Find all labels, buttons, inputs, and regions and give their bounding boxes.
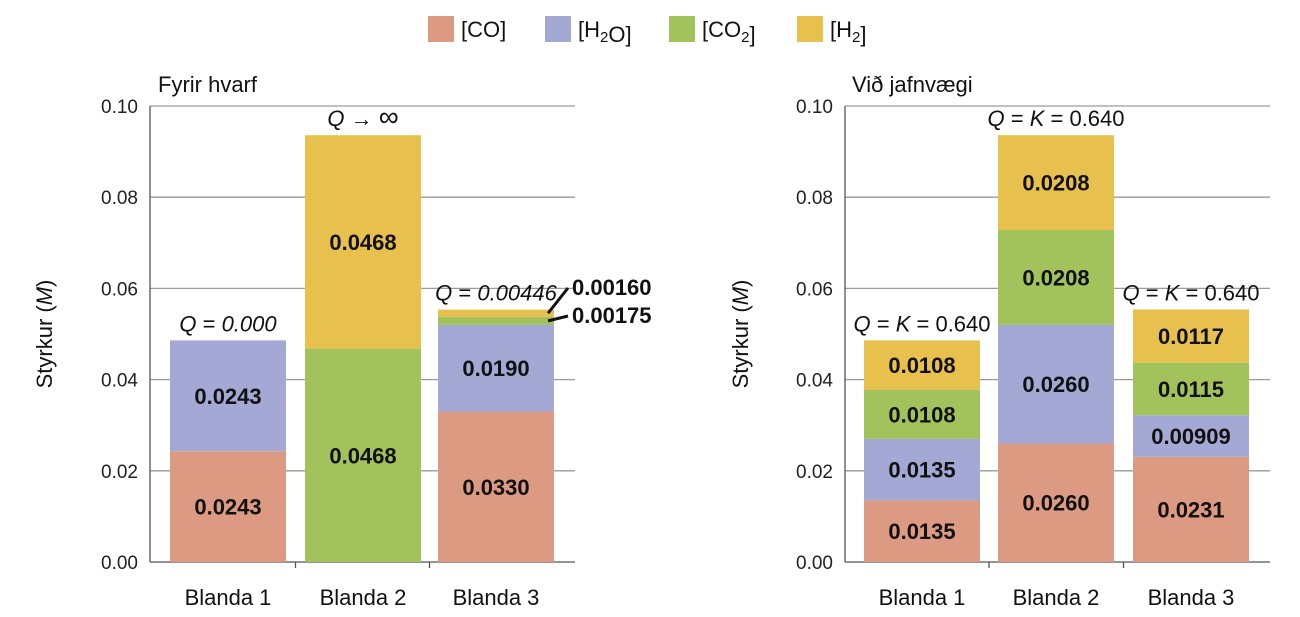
data-label-h2o: 0.0135	[888, 458, 955, 483]
bar-segment-h2o	[998, 324, 1114, 444]
data-label-co: 0.0243	[194, 495, 261, 520]
data-label-co2: 0.0468	[329, 443, 396, 468]
data-label-h2: 0.0468	[329, 230, 396, 255]
data-label-co2: 0.0108	[888, 402, 955, 427]
data-label-co2: 0.00175	[572, 303, 652, 328]
y-tick-label: 0.08	[101, 188, 138, 209]
y-tick-label: 0.06	[796, 279, 833, 300]
legend-swatch-co	[428, 16, 454, 42]
legend-swatch-h2	[797, 16, 823, 42]
q-label: Q = K = 0.640	[853, 311, 990, 336]
legend-label-co2: [CO2]	[702, 17, 756, 47]
y-tick-label: 0.04	[796, 371, 833, 392]
chart-panel-before-reaction: 0.00 0.02 0.04 0.06 0.08 0.10 Styrkur (M) Fyrir…	[32, 72, 652, 610]
data-label-h2o: 0.0243	[194, 384, 261, 409]
data-label-h2: 0.0108	[888, 353, 955, 378]
bar-segment-co	[998, 443, 1114, 562]
data-label-co: 0.0135	[888, 519, 955, 544]
callout-line	[546, 287, 570, 315]
category-label: Blanda 1	[185, 585, 272, 610]
y-axis-label: Styrkur (M)	[728, 280, 753, 389]
y-axis-label: Styrkur (M)	[32, 280, 57, 389]
bar-segment-co2	[864, 389, 980, 439]
callout-line	[547, 314, 569, 323]
data-label-co: 0.0260	[1022, 491, 1089, 516]
category-label: Blanda 3	[1148, 585, 1235, 610]
legend-label-co: [CO]	[461, 17, 506, 42]
bar-segment-co	[1133, 456, 1249, 562]
data-label-co: 0.0330	[462, 475, 529, 500]
data-label-h2: 0.0208	[1022, 171, 1089, 196]
panel-title: Við jafnvægi	[852, 72, 973, 97]
q-label: Q = K = 0.640	[1122, 280, 1259, 305]
bar-segment-co	[864, 500, 980, 562]
data-label-co2: 0.0208	[1022, 265, 1089, 290]
data-label-co: 0.0231	[1157, 497, 1224, 522]
bar-segment-h2	[1133, 309, 1249, 363]
category-label: Blanda 3	[453, 585, 540, 610]
legend-item-h2: [H2]	[797, 16, 866, 47]
bar-segment-co2	[305, 348, 421, 562]
bar-segment-h2o	[438, 324, 554, 412]
y-tick-label: 0.02	[101, 462, 138, 483]
bar-segment-co	[438, 411, 554, 562]
legend-label-h2: [H2]	[830, 17, 866, 47]
data-label-h2o: 0.0190	[462, 356, 529, 381]
bar-segment-h2	[864, 340, 980, 390]
y-tick-label: 0.08	[796, 188, 833, 209]
legend-item-h2o: [H2O]	[545, 16, 632, 47]
data-label-h2: 0.00160	[572, 275, 652, 300]
category-label: Blanda 1	[879, 585, 966, 610]
data-label-h2o: 0.00909	[1151, 424, 1231, 449]
category-label: Blanda 2	[320, 585, 407, 610]
bar-segment-h2	[998, 135, 1114, 231]
q-label: Q → ∞	[327, 101, 398, 132]
bar-segment-h2o	[864, 438, 980, 501]
q-label: Q = 0.000	[179, 311, 277, 336]
legend-label-h2o: [H2O]	[578, 17, 632, 47]
bar-segment-h2	[438, 309, 554, 317]
y-tick-label: 0.06	[101, 279, 138, 300]
q-label: Q = 0.00446	[435, 281, 557, 306]
bar-segment-h2o	[1133, 415, 1249, 457]
legend-item-co2: [CO2]	[669, 16, 756, 47]
y-tick-label: 0.00	[796, 553, 833, 574]
legend: [CO] [H2O] [CO2] [H2]	[428, 16, 866, 47]
bar-segment-h2	[305, 135, 421, 349]
category-label: Blanda 2	[1013, 585, 1100, 610]
data-label-h2o: 0.0260	[1022, 372, 1089, 397]
legend-item-co: [CO]	[428, 16, 506, 42]
y-tick-label: 0.10	[796, 97, 833, 118]
bar-segment-co	[170, 451, 286, 562]
data-label-h2: 0.0117	[1158, 324, 1224, 349]
y-tick-label: 0.02	[796, 462, 833, 483]
bar-segment-co2	[1133, 362, 1249, 416]
bar-segment-h2o	[170, 340, 286, 452]
y-tick-label: 0.10	[101, 97, 138, 118]
bar-segment-co2	[998, 230, 1114, 325]
legend-swatch-co2	[669, 16, 695, 42]
chart-panel-at-equilibrium: 0.00 0.02 0.04 0.06 0.08 0.10 Styrkur (M) Við j…	[728, 72, 1270, 610]
y-tick-label: 0.00	[101, 553, 138, 574]
q-label: Q = K = 0.640	[987, 106, 1124, 131]
y-tick-label: 0.04	[101, 371, 138, 392]
legend-swatch-h2o	[545, 16, 571, 42]
data-label-co2: 0.0115	[1158, 377, 1224, 402]
bar-segment-co2	[438, 316, 554, 325]
panel-title: Fyrir hvarf	[158, 72, 258, 97]
